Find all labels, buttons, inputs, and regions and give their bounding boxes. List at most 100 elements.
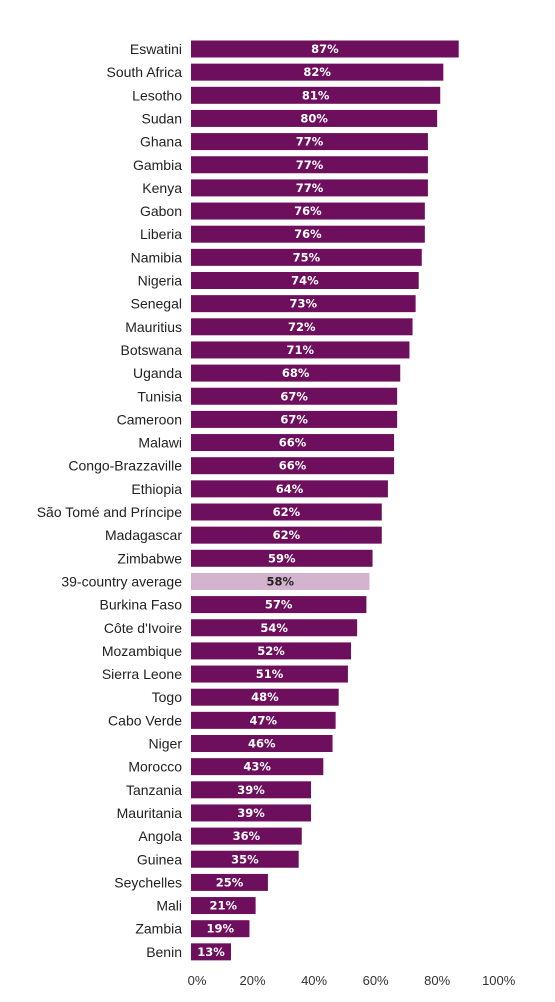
category-label: São Tomé and Príncipe	[37, 504, 182, 520]
category-label: Burkina Faso	[100, 597, 183, 613]
data-label: 52%	[257, 644, 285, 658]
data-label: 46%	[248, 737, 276, 751]
bar	[191, 318, 413, 336]
data-label: 54%	[260, 621, 288, 635]
category-label: Senegal	[131, 296, 182, 312]
bar	[191, 596, 367, 614]
bar	[191, 341, 410, 359]
bar	[191, 781, 312, 799]
data-label: 13%	[197, 945, 225, 959]
category-label: Benin	[146, 944, 182, 960]
category-label: Guinea	[137, 851, 182, 867]
bar	[191, 133, 428, 151]
category-label: Côte d'Ivoire	[104, 620, 182, 636]
bar	[191, 272, 419, 289]
data-label: 76%	[294, 204, 322, 218]
bar	[191, 364, 401, 382]
bar	[191, 457, 395, 475]
bar	[191, 688, 339, 706]
data-label: 72%	[288, 320, 316, 334]
category-label: 39-country average	[61, 573, 182, 589]
x-tick-label: 80%	[424, 973, 450, 988]
bar	[191, 735, 333, 752]
data-label: 47%	[250, 713, 278, 727]
category-label: Cabo Verde	[108, 712, 182, 728]
bar	[191, 434, 395, 452]
bar	[191, 248, 422, 266]
category-label: Kenya	[142, 180, 182, 196]
bar	[191, 202, 425, 220]
category-label: Niger	[149, 736, 183, 752]
data-label: 77%	[296, 158, 324, 172]
category-label: Botswana	[121, 342, 183, 358]
category-label: Eswatini	[130, 41, 182, 57]
category-label: Togo	[152, 689, 183, 705]
bar	[191, 387, 398, 405]
bar	[191, 480, 388, 498]
category-label: Ethiopia	[131, 481, 182, 497]
value-labels: 87% 82% 81% 80% 77% 77% 77% 76% 76% 75% 74% 73% 72% 7…	[197, 42, 339, 959]
data-label: 66%	[279, 436, 307, 450]
category-label: Morocco	[128, 759, 182, 775]
data-label: 87%	[311, 42, 339, 56]
data-label: 64%	[276, 482, 304, 496]
bar	[191, 873, 268, 891]
category-label: Zimbabwe	[117, 550, 182, 566]
category-label: Tunisia	[137, 388, 182, 404]
x-tick-label: 100%	[482, 973, 516, 988]
bars	[191, 40, 459, 961]
data-label: 57%	[265, 598, 293, 612]
category-label: Nigeria	[138, 273, 183, 289]
data-label: 58%	[266, 574, 294, 588]
data-label: 59%	[268, 551, 296, 565]
category-label: Ghana	[140, 134, 182, 150]
category-label: Mauritius	[125, 319, 182, 335]
bar	[191, 526, 382, 544]
data-label: 19%	[206, 922, 234, 936]
x-tick-label: 0%	[188, 973, 207, 988]
category-label: Madagascar	[105, 527, 182, 543]
data-label: 74%	[291, 274, 319, 288]
category-labels: Eswatini South Africa Lesotho Sudan Ghana Gam…	[37, 41, 183, 960]
data-label: 51%	[256, 667, 284, 681]
bar	[191, 804, 312, 822]
category-label: Tanzania	[126, 782, 182, 798]
data-label: 75%	[293, 250, 321, 264]
bar	[191, 897, 256, 915]
data-label: 39%	[237, 783, 265, 797]
data-label: 48%	[251, 690, 279, 704]
bar	[191, 40, 459, 58]
category-label: Mali	[156, 898, 182, 914]
category-label: Cameroon	[117, 411, 182, 427]
bar	[191, 827, 302, 845]
bar	[191, 920, 250, 938]
category-label: Gabon	[140, 203, 182, 219]
bar	[191, 109, 438, 127]
category-label: Gambia	[133, 157, 182, 173]
data-label: 81%	[302, 88, 330, 102]
category-label: Mauritania	[117, 805, 183, 821]
bar	[191, 179, 428, 197]
category-label: Namibia	[131, 249, 183, 265]
bar	[191, 295, 416, 313]
data-label: 80%	[300, 111, 328, 125]
x-tick-label: 20%	[240, 973, 266, 988]
category-label: Liberia	[140, 226, 182, 242]
data-label: 62%	[273, 505, 301, 519]
category-label: Lesotho	[132, 87, 182, 103]
bar	[191, 86, 441, 104]
category-label: Angola	[138, 828, 182, 844]
data-label: 71%	[286, 343, 314, 357]
category-label: South Africa	[107, 64, 183, 80]
bar	[191, 619, 358, 637]
category-label: Mozambique	[102, 643, 182, 659]
bar	[191, 711, 336, 729]
category-label: Congo-Brazzaville	[68, 458, 182, 474]
data-label: 21%	[210, 899, 238, 913]
category-label: Uganda	[133, 365, 182, 381]
bar	[191, 665, 348, 683]
data-label: 73%	[290, 297, 318, 311]
bar	[191, 758, 324, 776]
bar	[191, 225, 425, 243]
bar	[191, 410, 398, 428]
